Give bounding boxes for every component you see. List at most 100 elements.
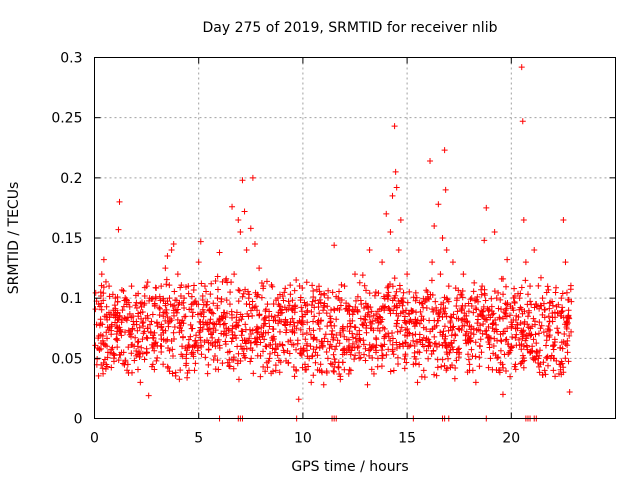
- data-point: [532, 331, 539, 338]
- data-point: [133, 347, 140, 354]
- data-point: [108, 346, 115, 353]
- data-point: [426, 339, 433, 346]
- data-point: [310, 372, 317, 379]
- data-point: [212, 278, 219, 285]
- data-point: [309, 282, 316, 289]
- data-point: [460, 271, 467, 278]
- data-point: [206, 325, 213, 332]
- data-point: [208, 280, 215, 287]
- data-point: [323, 310, 330, 317]
- data-point: [214, 338, 221, 345]
- data-point: [352, 271, 358, 278]
- data-point: [285, 359, 292, 366]
- data-point: [512, 366, 519, 373]
- data-point: [285, 338, 292, 345]
- data-point: [369, 318, 376, 325]
- data-point: [401, 365, 408, 372]
- data-point: [468, 346, 475, 353]
- data-point: [158, 323, 165, 330]
- data-point: [235, 216, 242, 223]
- data-point: [546, 332, 553, 339]
- data-point: [186, 367, 193, 374]
- data-point: [291, 373, 298, 380]
- data-point: [246, 326, 253, 333]
- data-point: [223, 310, 230, 317]
- data-point: [502, 368, 509, 375]
- data-point: [239, 177, 246, 184]
- data-point: [524, 321, 531, 328]
- data-point: [125, 344, 132, 351]
- data-point: [279, 293, 286, 300]
- data-point: [432, 298, 439, 305]
- data-point: [395, 360, 402, 367]
- data-point: [260, 348, 267, 355]
- data-point: [498, 338, 505, 345]
- data-point: [390, 307, 397, 314]
- data-point: [236, 287, 243, 294]
- data-point: [394, 304, 401, 311]
- data-point: [336, 306, 343, 313]
- data-point: [464, 369, 471, 376]
- data-point: [517, 320, 524, 327]
- data-point: [378, 347, 385, 354]
- data-point: [163, 281, 170, 288]
- data-point: [495, 305, 502, 312]
- data-point: [173, 309, 180, 316]
- data-point: [568, 298, 575, 305]
- data-point: [373, 311, 380, 318]
- data-point: [110, 351, 117, 358]
- data-point: [500, 364, 507, 371]
- data-point: [465, 300, 472, 307]
- data-point: [509, 304, 516, 311]
- x-tick-label: 15: [398, 431, 416, 447]
- data-point: [310, 327, 317, 334]
- data-point: [169, 370, 176, 377]
- data-point: [564, 314, 571, 321]
- data-point: [397, 285, 404, 292]
- data-point: [524, 291, 531, 298]
- data-point: [100, 290, 107, 297]
- data-point: [126, 331, 133, 338]
- data-point: [414, 348, 421, 355]
- data-point: [153, 284, 160, 291]
- data-point: [99, 333, 106, 340]
- data-point: [401, 313, 408, 320]
- data-point: [331, 346, 338, 353]
- data-point: [362, 357, 369, 364]
- data-point: [251, 339, 258, 346]
- data-point: [302, 366, 309, 373]
- data-point: [201, 283, 208, 290]
- data-point: [186, 343, 193, 350]
- data-point: [278, 318, 285, 325]
- data-point: [312, 297, 319, 304]
- data-point: [330, 351, 337, 358]
- data-point: [515, 336, 522, 343]
- data-point: [189, 325, 196, 332]
- data-point: [527, 298, 534, 305]
- data-point: [251, 241, 258, 248]
- data-point: [118, 332, 125, 339]
- data-point: [254, 307, 261, 314]
- data-point: [138, 315, 145, 322]
- data-point: [144, 325, 151, 332]
- data-point: [527, 283, 534, 290]
- data-point: [162, 265, 169, 272]
- data-point: [486, 306, 493, 313]
- data-point: [337, 376, 344, 383]
- data-point: [531, 247, 538, 254]
- data-point: [518, 64, 525, 71]
- data-point: [431, 333, 438, 340]
- data-point: [430, 308, 437, 315]
- data-point: [223, 275, 230, 282]
- data-point: [472, 339, 479, 346]
- data-point: [347, 351, 354, 358]
- data-point: [153, 357, 160, 364]
- data-point: [293, 277, 300, 284]
- data-point: [234, 322, 241, 329]
- data-point: [222, 341, 229, 348]
- data-point: [228, 338, 235, 345]
- data-point: [190, 349, 197, 356]
- data-point: [216, 249, 223, 256]
- data-point: [297, 294, 304, 301]
- axis-ticks: 0 5 10 15 20 0 0.05 0.1 0.15 0.2 0.25 0.3: [51, 51, 616, 447]
